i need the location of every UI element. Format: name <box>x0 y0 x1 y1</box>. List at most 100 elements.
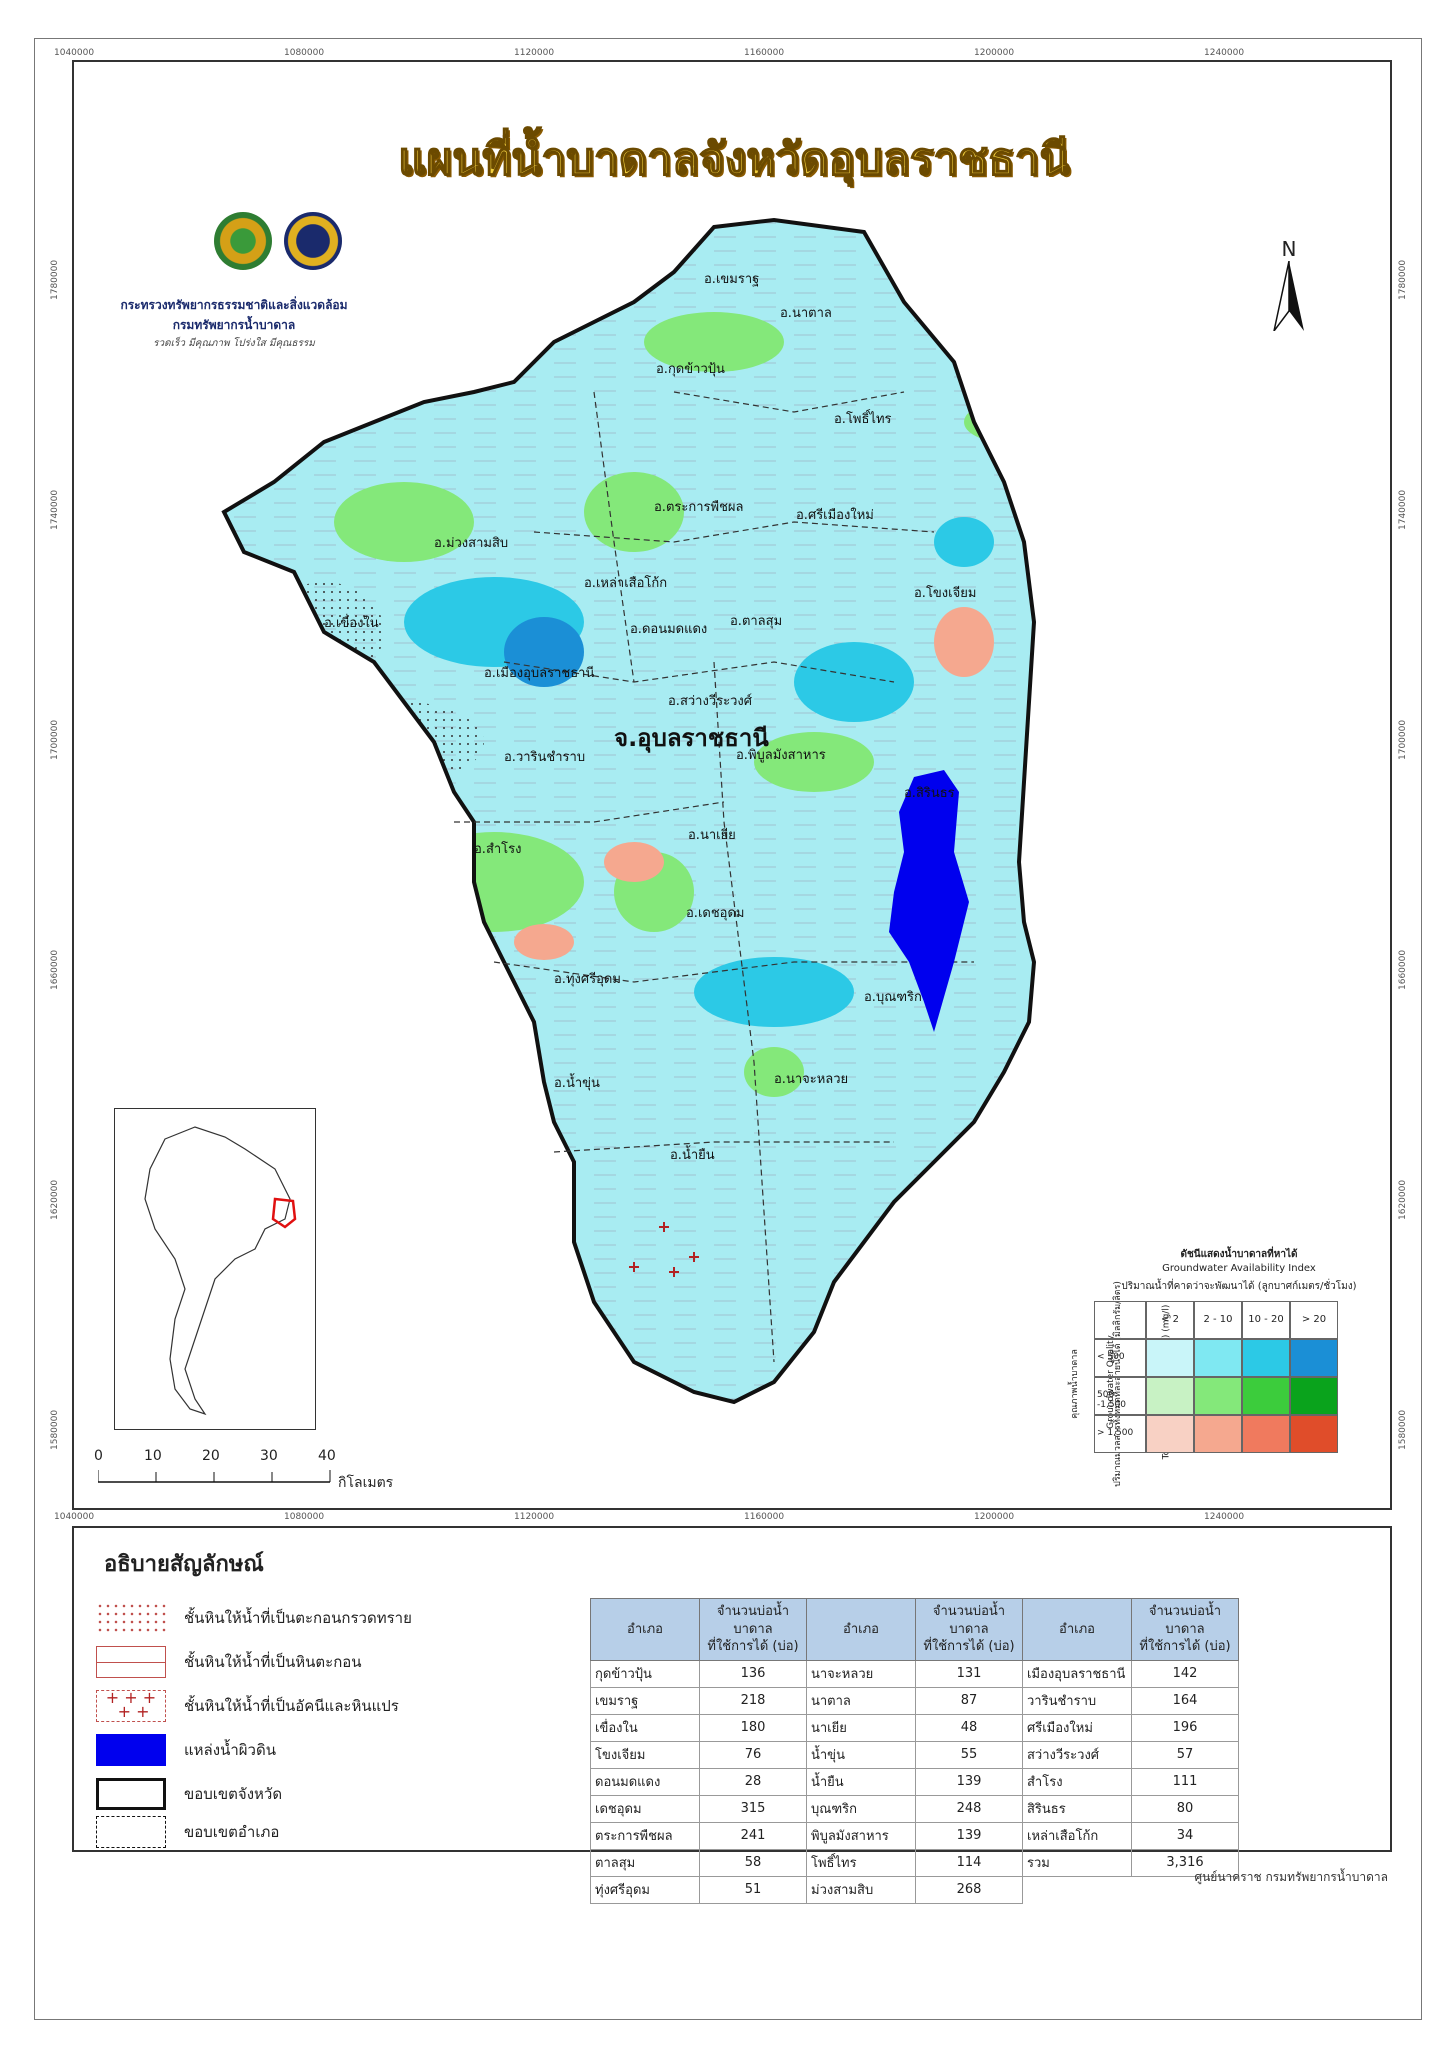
legend-label: ชั้นหินให้น้ำที่เป็นตะกอนกรวดทราย <box>184 1609 412 1627</box>
legend-item: + + + + + ชั้นหินให้น้ำที่เป็นอัคนีและหิ… <box>96 1686 399 1726</box>
zone-medium-quality <box>644 312 784 372</box>
table-row: เขมราฐ 218 นาตาล 87 วารินชำราบ 164 <box>590 1686 1239 1715</box>
district-cell: เหล่าเสือโก้ก <box>1022 1821 1132 1850</box>
district-label: อ.โขงเจียม <box>914 586 977 601</box>
province-label: จ.อุบลราชธานี <box>614 724 769 752</box>
y-coord: 1580000 <box>50 1409 60 1450</box>
zone-high-tds <box>934 607 994 677</box>
surface-water-symbol-icon <box>96 1734 166 1766</box>
index-swatch <box>1146 1377 1194 1415</box>
tds-class: > 1,500 <box>1094 1415 1146 1453</box>
zone-high-yield <box>694 957 854 1027</box>
index-swatch <box>1194 1415 1242 1453</box>
district-cell: โพธิ์ไทร <box>806 1848 916 1877</box>
sirindhorn-reservoir <box>889 770 969 1032</box>
thailand-outline <box>144 1126 297 1416</box>
index-header-row: < 2 2 - 10 10 - 20 > 20 <box>1094 1301 1338 1339</box>
index-swatch <box>1290 1339 1338 1377</box>
district-cell <box>1023 1876 1132 1903</box>
legend-item: ชั้นหินให้น้ำที่เป็นหินตะกอน <box>96 1642 362 1682</box>
thailand-inset-map <box>114 1108 316 1430</box>
table-row: ดอนมดแดง 28 น้ำยืน 139 สำโรง 111 <box>590 1767 1239 1796</box>
wells-table: อำเภอ จำนวนบ่อน้ำบาดาล ที่ใช้การได้ (บ่อ)… <box>590 1598 1239 1904</box>
district-cell: นาจะหลวย <box>806 1659 916 1688</box>
well-count-cell: 55 <box>915 1740 1023 1769</box>
x-coord: 1080000 <box>284 48 325 58</box>
well-count-cell: 131 <box>915 1659 1023 1688</box>
district-label: อ.กุดข้าวปุ้น <box>656 362 725 377</box>
district-cell: วารินชำราบ <box>1022 1686 1132 1715</box>
district-cell: ม่วงสามสิบ <box>806 1875 916 1904</box>
map-sheet <box>34 38 1422 2020</box>
x-coord: 1040000 <box>54 48 95 58</box>
map-frame: แผนที่น้ำบาดาลจังหวัดอุบลราชธานี กระทรวง… <box>72 60 1392 1510</box>
x-coord: 1240000 <box>1204 48 1245 58</box>
district-cell: บุณฑริก <box>806 1794 916 1823</box>
gravel-sand-symbol-icon <box>96 1602 166 1634</box>
yield-class: > 20 <box>1290 1301 1338 1339</box>
y-coord: 1580000 <box>1398 1409 1408 1450</box>
well-count-cell: 3,316 <box>1131 1848 1239 1877</box>
zone-medium-quality <box>744 1047 804 1097</box>
index-swatch <box>1194 1339 1242 1377</box>
x-coord: 1160000 <box>744 48 785 58</box>
legend-item: ขอบเขตจังหวัด <box>96 1774 282 1814</box>
col-district: อำเภอ <box>1022 1598 1132 1661</box>
well-count-cell: 142 <box>1131 1659 1239 1688</box>
scale-tick: 40 <box>318 1448 336 1464</box>
x-coord: 1200000 <box>974 48 1015 58</box>
y-coord: 1620000 <box>1398 1179 1408 1220</box>
index-swatch <box>1146 1339 1194 1377</box>
x-coord: 1240000 <box>1204 1512 1245 1522</box>
y-coord: 1700000 <box>50 719 60 760</box>
y-coord: 1780000 <box>50 259 60 300</box>
table-row: ตาลสุม 58 โพธิ์ไทร 114 รวม 3,316 <box>590 1848 1239 1877</box>
well-count-cell: 268 <box>915 1875 1023 1904</box>
x-coord: 1200000 <box>974 1512 1015 1522</box>
scale-tick: 30 <box>260 1448 278 1464</box>
zone-high-yield <box>934 517 994 567</box>
legend-label: ขอบเขตอำเภอ <box>184 1823 280 1841</box>
district-label: อ.เขื่องใน <box>324 616 379 631</box>
index-swatch <box>1242 1339 1290 1377</box>
legend-label: ชั้นหินให้น้ำที่เป็นอัคนีและหินแปร <box>184 1697 399 1715</box>
igneous-aquifer-markers <box>629 1222 699 1277</box>
col-district: อำเภอ <box>806 1598 916 1661</box>
department-motto: รวดเร็ว มีคุณภาพ โปร่งใส มีคุณธรรม <box>153 338 315 349</box>
district-label: อ.น้ำยืน <box>670 1148 715 1163</box>
district-label: อ.เขมราฐ <box>704 272 760 287</box>
well-count-cell: 180 <box>699 1713 807 1742</box>
x-coord: 1040000 <box>54 1512 95 1522</box>
legend-item: ขอบเขตอำเภอ <box>96 1816 279 1848</box>
scale-tick: 0 <box>94 1448 103 1464</box>
district-label: อ.นาเยีย <box>688 828 736 843</box>
district-cell: เขมราฐ <box>590 1686 700 1715</box>
y-coord: 1660000 <box>1398 949 1408 990</box>
legend-item: แหล่งน้ำผิวดิน <box>96 1730 276 1770</box>
zone-high-tds <box>604 842 664 882</box>
north-arrow-icon: N <box>1264 237 1314 331</box>
well-count-cell: 80 <box>1131 1794 1239 1823</box>
district-label: อ.เหล่าเสือโก้ก <box>584 576 668 591</box>
zone-medium-quality <box>584 472 684 552</box>
province-boundary-symbol-icon <box>96 1778 166 1810</box>
x-coord: 1120000 <box>514 48 555 58</box>
district-cell: นาตาล <box>806 1686 916 1715</box>
table-row: กุดข้าวปุ้น 136 นาจะหลวย 131 เมืองอุบลราชธาน… <box>590 1659 1239 1688</box>
well-count-cell: 87 <box>915 1686 1023 1715</box>
yield-class: 10 - 20 <box>1242 1301 1290 1339</box>
legend-heading: อธิบายสัญลักษณ์ <box>104 1552 264 1577</box>
x-coord: 1120000 <box>514 1512 555 1522</box>
sedimentary-symbol-icon <box>96 1646 166 1678</box>
district-cell: สำโรง <box>1022 1767 1132 1796</box>
index-swatch <box>1242 1415 1290 1453</box>
map-title: แผนที่น้ำบาดาลจังหวัดอุบลราชธานี <box>397 133 1070 186</box>
tds-class: 500 -1,500 <box>1094 1377 1146 1415</box>
legend-label: ขอบเขตจังหวัด <box>184 1785 283 1803</box>
north-label: N <box>1281 237 1297 261</box>
x-coord: 1080000 <box>284 1512 325 1522</box>
index-row-mid-tds: 500 -1,500 <box>1094 1377 1338 1415</box>
district-label: อ.น้ำขุ่น <box>554 1076 600 1091</box>
col-count: จำนวนบ่อน้ำบาดาล ที่ใช้การได้ (บ่อ) <box>1131 1598 1239 1661</box>
igneous-symbol-icon: + + + + + <box>96 1690 166 1722</box>
